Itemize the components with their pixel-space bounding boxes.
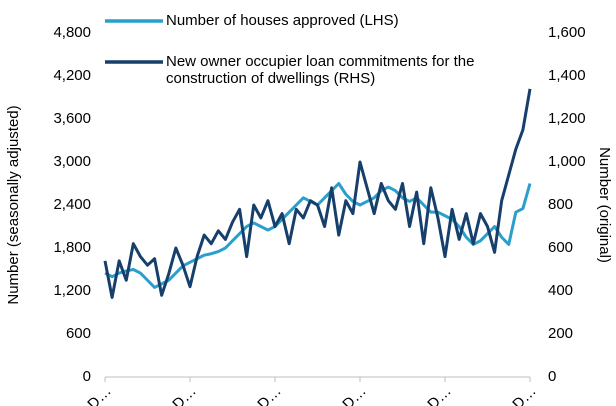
y-tick-label: 1,800 [53,239,91,256]
x-tick-label: D… [254,383,284,406]
y-tick-label: 4,800 [53,24,91,41]
legend-label: Number of houses approved (LHS) [166,12,399,29]
y-tick-label: 1,200 [53,282,91,299]
y-tick-label: 3,600 [53,110,91,127]
x-tick-label: D… [84,383,114,406]
y2-tick-label: 0 [548,368,556,385]
series-line [103,88,532,299]
y2-tick-label: 1,000 [548,153,586,170]
y2-tick-label: 800 [548,196,573,213]
y-tick-label: 2,400 [53,196,91,213]
y2-tick-label: 1,600 [548,24,586,41]
legend-label: New owner occupier loan commitments for … [166,53,475,87]
y2-tick-label: 200 [548,325,573,342]
y2-tick-label: 1,200 [548,110,586,127]
y-tick-label: 3,000 [53,153,91,170]
y-tick-label: 600 [66,325,91,342]
y-tick-label: 4,200 [53,67,91,84]
x-tick-label: D… [169,383,199,406]
x-tick-label: D… [509,383,539,406]
y2-tick-label: 600 [548,239,573,256]
y2-tick-label: 1,400 [548,67,586,84]
y2-tick-label: 400 [548,282,573,299]
x-tick-label: D… [424,383,454,406]
x-tick-label: D… [339,383,369,406]
y2-axis-title: Number (original) [596,147,613,263]
y-axis-title: Number (seasonally adjusted) [5,105,22,304]
y-tick-label: 0 [83,368,91,385]
